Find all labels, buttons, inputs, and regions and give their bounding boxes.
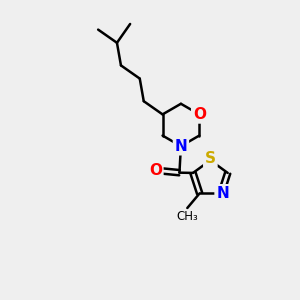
Text: S: S	[205, 151, 216, 166]
Text: CH₃: CH₃	[176, 210, 198, 223]
Text: O: O	[149, 163, 162, 178]
Text: O: O	[193, 107, 206, 122]
Text: N: N	[216, 186, 229, 201]
Text: N: N	[175, 139, 187, 154]
